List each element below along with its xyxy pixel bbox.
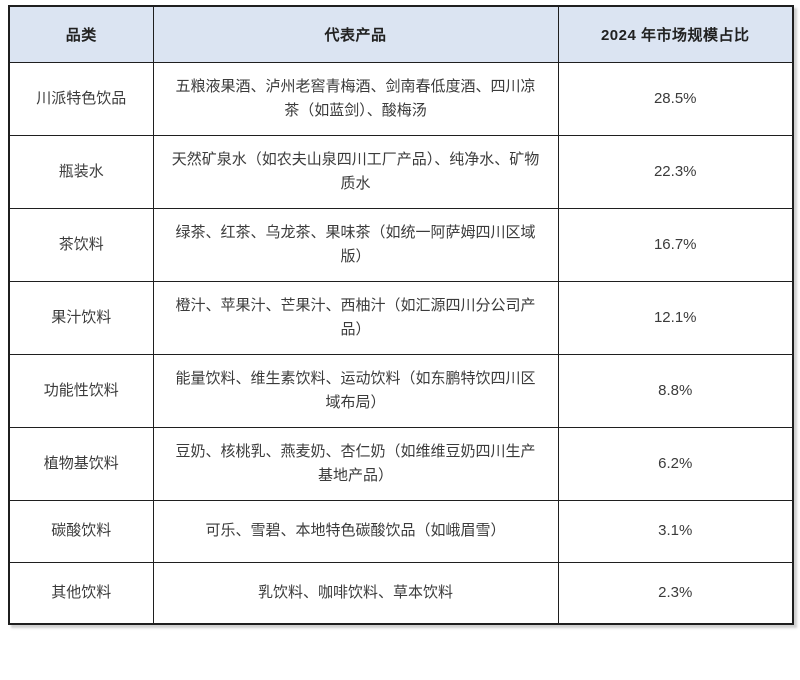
header-category: 品类 bbox=[8, 5, 154, 63]
category-cell: 其他饮料 bbox=[8, 561, 154, 625]
share-cell: 2.3% bbox=[557, 561, 794, 625]
share-cell: 16.7% bbox=[557, 207, 794, 282]
share-cell: 3.1% bbox=[557, 499, 794, 563]
category-cell: 瓶装水 bbox=[8, 134, 154, 209]
table-row: 功能性饮料 能量饮料、维生素饮料、运动饮料（如东鹏特饮四川区域布局） 8.8% bbox=[8, 353, 794, 428]
table-row: 川派特色饮品 五粮液果酒、泸州老窖青梅酒、剑南春低度酒、四川凉茶（如蓝剑）、酸梅… bbox=[8, 61, 794, 136]
header-products: 代表产品 bbox=[152, 5, 559, 63]
share-cell: 6.2% bbox=[557, 426, 794, 501]
header-row: 品类 代表产品 2024 年市场规模占比 bbox=[8, 5, 794, 63]
header-market-share: 2024 年市场规模占比 bbox=[557, 5, 794, 63]
products-cell: 天然矿泉水（如农夫山泉四川工厂产品）、纯净水、矿物质水 bbox=[152, 134, 559, 209]
products-cell: 可乐、雪碧、本地特色碳酸饮品（如峨眉雪） bbox=[152, 499, 559, 563]
table-row: 植物基饮料 豆奶、核桃乳、燕麦奶、杏仁奶（如维维豆奶四川生产基地产品） 6.2% bbox=[8, 426, 794, 501]
share-cell: 12.1% bbox=[557, 280, 794, 355]
table-row: 其他饮料 乳饮料、咖啡饮料、草本饮料 2.3% bbox=[8, 561, 794, 625]
category-cell: 茶饮料 bbox=[8, 207, 154, 282]
share-cell: 28.5% bbox=[557, 61, 794, 136]
share-cell: 8.8% bbox=[557, 353, 794, 428]
products-cell: 绿茶、红茶、乌龙茶、果味茶（如统一阿萨姆四川区域版） bbox=[152, 207, 559, 282]
table-row: 果汁饮料 橙汁、苹果汁、芒果汁、西柚汁（如汇源四川分公司产品） 12.1% bbox=[8, 280, 794, 355]
table-row: 碳酸饮料 可乐、雪碧、本地特色碳酸饮品（如峨眉雪） 3.1% bbox=[8, 499, 794, 563]
beverage-market-table: 品类 代表产品 2024 年市场规模占比 川派特色饮品 五粮液果酒、泸州老窖青梅… bbox=[8, 5, 794, 625]
category-cell: 果汁饮料 bbox=[8, 280, 154, 355]
table-header: 品类 代表产品 2024 年市场规模占比 bbox=[8, 5, 794, 63]
category-cell: 功能性饮料 bbox=[8, 353, 154, 428]
products-cell: 能量饮料、维生素饮料、运动饮料（如东鹏特饮四川区域布局） bbox=[152, 353, 559, 428]
products-cell: 豆奶、核桃乳、燕麦奶、杏仁奶（如维维豆奶四川生产基地产品） bbox=[152, 426, 559, 501]
category-cell: 植物基饮料 bbox=[8, 426, 154, 501]
share-cell: 22.3% bbox=[557, 134, 794, 209]
table-body: 川派特色饮品 五粮液果酒、泸州老窖青梅酒、剑南春低度酒、四川凉茶（如蓝剑）、酸梅… bbox=[8, 61, 794, 625]
products-cell: 乳饮料、咖啡饮料、草本饮料 bbox=[152, 561, 559, 625]
table-row: 茶饮料 绿茶、红茶、乌龙茶、果味茶（如统一阿萨姆四川区域版） 16.7% bbox=[8, 207, 794, 282]
category-cell: 碳酸饮料 bbox=[8, 499, 154, 563]
category-cell: 川派特色饮品 bbox=[8, 61, 154, 136]
table-row: 瓶装水 天然矿泉水（如农夫山泉四川工厂产品）、纯净水、矿物质水 22.3% bbox=[8, 134, 794, 209]
products-cell: 橙汁、苹果汁、芒果汁、西柚汁（如汇源四川分公司产品） bbox=[152, 280, 559, 355]
products-cell: 五粮液果酒、泸州老窖青梅酒、剑南春低度酒、四川凉茶（如蓝剑）、酸梅汤 bbox=[152, 61, 559, 136]
